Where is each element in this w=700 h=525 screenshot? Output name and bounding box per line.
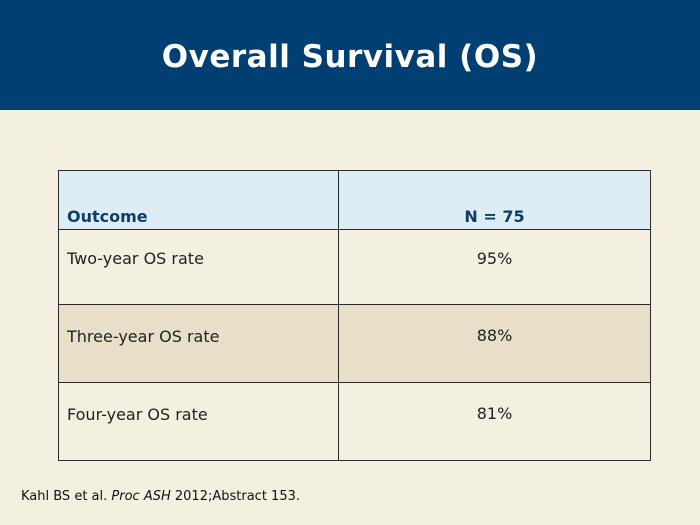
column-header-n: N = 75: [338, 170, 651, 230]
value-cell: 88%: [338, 304, 651, 383]
value-cell: 81%: [338, 382, 651, 461]
table-row: Two-year OS rate 95%: [58, 229, 651, 305]
citation-details: 2012;Abstract 153.: [174, 489, 301, 504]
citation-authors: Kahl BS et al.: [21, 489, 108, 504]
value-cell: 95%: [338, 229, 651, 305]
table-row: Four-year OS rate 81%: [58, 382, 651, 461]
slide-title: Overall Survival (OS): [161, 39, 539, 75]
title-banner: Overall Survival (OS): [0, 0, 700, 110]
citation-journal: Proc ASH: [111, 489, 171, 504]
column-header-outcome: Outcome: [58, 170, 339, 230]
outcome-cell: Three-year OS rate: [58, 304, 339, 383]
survival-table: Outcome N = 75 Two-year OS rate 95% Thre…: [58, 170, 651, 461]
citation: Kahl BS et al. Proc ASH 2012;Abstract 15…: [21, 489, 300, 504]
outcome-cell: Four-year OS rate: [58, 382, 339, 461]
table-row: Three-year OS rate 88%: [58, 304, 651, 383]
outcome-cell: Two-year OS rate: [58, 229, 339, 305]
table-header-row: Outcome N = 75: [58, 170, 651, 230]
